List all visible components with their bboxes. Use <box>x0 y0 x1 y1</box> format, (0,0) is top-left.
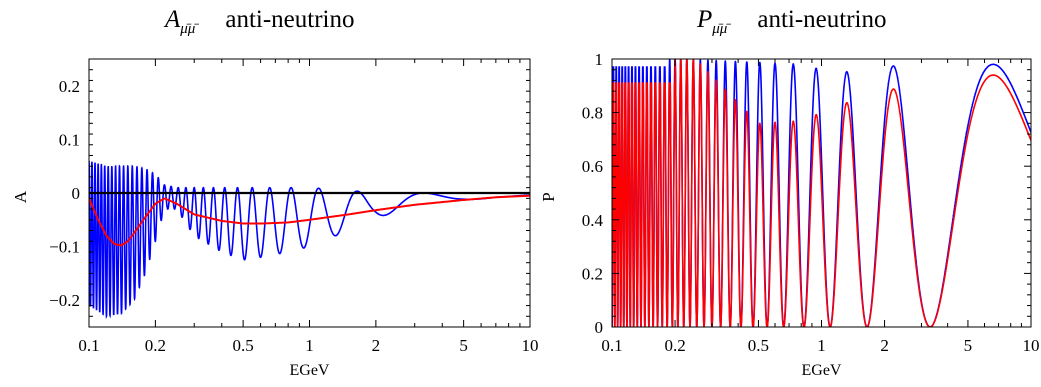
right-title-text: anti-neutrino <box>757 6 887 33</box>
p-plot-area <box>612 59 1031 327</box>
p-y-tick-label: 0.6 <box>582 157 603 176</box>
a-x-tick-label: 1 <box>305 336 314 355</box>
a-y-tick-label: −0.1 <box>49 238 80 257</box>
a-x-tick-label: 10 <box>522 336 539 355</box>
a-y-tick-label: 0 <box>72 184 81 203</box>
asymmetry-panel: 0.1 0.2 0.5 1 2 5 10 0.2 0.1 0 −0.1 −0.2 EGeV A <box>11 58 539 379</box>
a-x-tick-label: 2 <box>372 336 381 355</box>
a-y-tick-label: 0.2 <box>59 77 80 96</box>
a-x-axis-label: EGeV <box>290 362 330 379</box>
a-y-tick-label: −0.2 <box>49 291 80 310</box>
right-title-symbol: P <box>697 6 713 33</box>
p-y-tick-label: 0.4 <box>582 211 604 230</box>
p-y-tick-label: 1 <box>595 50 604 69</box>
a-plot-area <box>89 160 530 320</box>
left-title-subscript: μ̄μ̄ <box>180 21 196 37</box>
p-red-curve <box>612 59 1031 327</box>
a-blue-curve <box>89 160 530 320</box>
right-panel-title: Pμ̄μ̄ anti-neutrino <box>697 6 886 38</box>
probability-panel: 0.1 0.2 0.5 1 2 5 10 1 0.8 0.6 0.4 0.2 0 EGeV P <box>539 50 1040 379</box>
p-y-axis-label: P <box>539 192 558 201</box>
a-x-tick-label: 0.5 <box>232 336 253 355</box>
a-x-tick-label: 0.1 <box>78 336 99 355</box>
p-x-tick-label: 0.5 <box>748 336 769 355</box>
p-y-tick-label: 0.8 <box>582 104 603 123</box>
a-x-tick-label: 5 <box>459 336 468 355</box>
a-red-curve <box>89 194 530 247</box>
p-x-tick-label: 0.1 <box>601 336 622 355</box>
p-x-tick-label: 10 <box>1023 336 1040 355</box>
p-y-tick-label: 0.2 <box>582 264 603 283</box>
left-title-text: anti-neutrino <box>225 6 355 33</box>
a-ticks <box>88 58 530 328</box>
p-y-tick-label: 0 <box>595 318 604 337</box>
a-y-tick-label: 0.1 <box>59 130 80 149</box>
left-title-symbol: A <box>165 6 181 33</box>
p-x-tick-label: 5 <box>964 336 973 355</box>
a-x-tick-label: 0.2 <box>145 336 166 355</box>
p-ticks <box>611 58 1031 328</box>
p-x-tick-label: 2 <box>880 336 889 355</box>
right-title-subscript: μ̄μ̄ <box>712 21 728 37</box>
p-x-tick-label: 0.2 <box>664 336 685 355</box>
p-x-axis-label: EGeV <box>802 362 842 379</box>
a-y-axis-label: A <box>11 190 30 203</box>
left-panel-title: Aμ̄μ̄ anti-neutrino <box>165 6 354 38</box>
p-x-tick-label: 1 <box>817 336 826 355</box>
